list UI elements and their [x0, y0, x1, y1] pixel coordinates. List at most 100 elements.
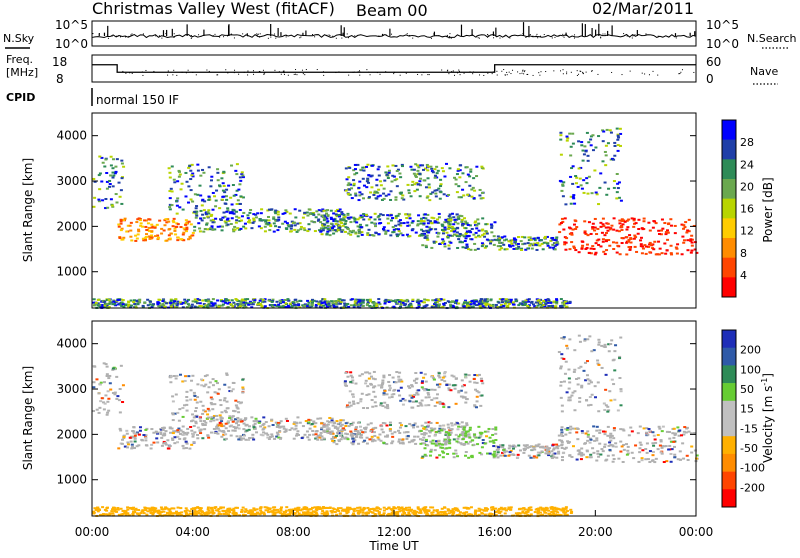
scatter-cell [151, 305, 154, 307]
scatter-cell [199, 432, 202, 434]
scatter-cell [232, 184, 235, 186]
scatter-cell [585, 177, 588, 179]
scatter-cell [110, 164, 113, 166]
scatter-cell [179, 301, 182, 303]
scatter-cell [240, 511, 243, 513]
scatter-cell [507, 300, 510, 302]
scatter-cell [179, 173, 182, 175]
scatter-cell [120, 508, 123, 510]
power-colorbar-swatch-6 [722, 238, 736, 258]
scatter-cell [625, 236, 628, 238]
scatter-cell [163, 434, 166, 436]
scatter-cell [413, 380, 416, 382]
scatter-cell [331, 302, 334, 304]
scatter-cell [581, 240, 584, 242]
scatter-cell [597, 339, 600, 341]
scatter-cell [281, 305, 284, 307]
scatter-cell [572, 428, 575, 430]
scatter-cell [297, 229, 300, 231]
scatter-cell [605, 145, 608, 147]
scatter-cell [588, 176, 591, 178]
scatter-cell [583, 220, 586, 222]
scatter-cell [465, 237, 468, 239]
scatter-cell [664, 233, 667, 235]
scatter-cell [640, 444, 643, 446]
scatter-cell [474, 236, 477, 238]
scatter-cell [323, 219, 326, 221]
scatter-cell [448, 219, 451, 221]
scatter-cell [236, 435, 239, 437]
scatter-cell [108, 186, 111, 188]
scatter-cell [222, 304, 225, 306]
scatter-cell [481, 242, 484, 244]
scatter-cell [463, 302, 466, 304]
scatter-cell [224, 220, 227, 222]
scatter-cell [243, 419, 246, 421]
nsearch-point [270, 37, 271, 38]
scatter-cell [152, 442, 155, 444]
scatter-cell [185, 396, 188, 398]
scatter-cell [344, 216, 347, 218]
scatter-cell [330, 438, 333, 440]
scatter-cell [622, 461, 625, 463]
scatter-cell [104, 158, 107, 160]
scatter-cell [560, 298, 563, 300]
scatter-cell [530, 302, 533, 304]
scatter-cell [398, 394, 401, 396]
scatter-cell [399, 232, 402, 234]
scatter-cell [434, 177, 437, 179]
scatter-cell [661, 447, 664, 449]
scatter-cell [616, 183, 619, 185]
scatter-cell [175, 377, 178, 379]
power-colorbar-tick-0: 28 [740, 136, 754, 149]
scatter-cell [498, 237, 501, 239]
scatter-cell [320, 422, 323, 424]
scatter-cell [323, 224, 326, 226]
nave-point [247, 74, 248, 75]
scatter-cell [660, 230, 663, 232]
scatter-cell [612, 159, 615, 161]
scatter-cell [463, 427, 466, 429]
scatter-cell [600, 245, 603, 247]
nsearch-point [646, 34, 647, 35]
scatter-cell [453, 177, 456, 179]
scatter-cell [462, 438, 465, 440]
scatter-cell [527, 301, 530, 303]
scatter-cell [439, 425, 442, 427]
scatter-cell [568, 133, 571, 135]
scatter-cell [248, 212, 251, 214]
scatter-cell [354, 168, 357, 170]
scatter-cell [517, 243, 520, 245]
scatter-cell [501, 236, 504, 238]
scatter-cell [604, 253, 607, 255]
scatter-cell [93, 197, 96, 199]
scatter-cell [395, 215, 398, 217]
power-colorbar-tick-6: 4 [740, 269, 747, 282]
scatter-cell [673, 428, 676, 430]
scatter-cell [207, 408, 210, 410]
nsearch-point [407, 33, 408, 34]
scatter-cell [641, 252, 644, 254]
scatter-cell [401, 165, 404, 167]
scatter-cell [635, 222, 638, 224]
freq-ytick-top-left: 18 [52, 55, 67, 69]
scatter-cell [675, 246, 678, 248]
scatter-cell [427, 392, 430, 394]
scatter-cell [210, 432, 213, 434]
scatter-cell [604, 344, 607, 346]
scatter-cell [594, 146, 597, 148]
scatter-cell [649, 242, 652, 244]
scatter-cell [358, 375, 361, 377]
scatter-cell [215, 190, 218, 192]
scatter-cell [193, 392, 196, 394]
scatter-cell [441, 242, 444, 244]
scatter-cell [344, 425, 347, 427]
scatter-cell [424, 447, 427, 449]
scatter-cell [438, 303, 441, 305]
scatter-cell [587, 141, 590, 143]
scatter-cell [352, 440, 355, 442]
scatter-cell [689, 240, 692, 242]
scatter-cell [420, 372, 423, 374]
scatter-cell [218, 424, 221, 426]
scatter-cell [592, 435, 595, 437]
